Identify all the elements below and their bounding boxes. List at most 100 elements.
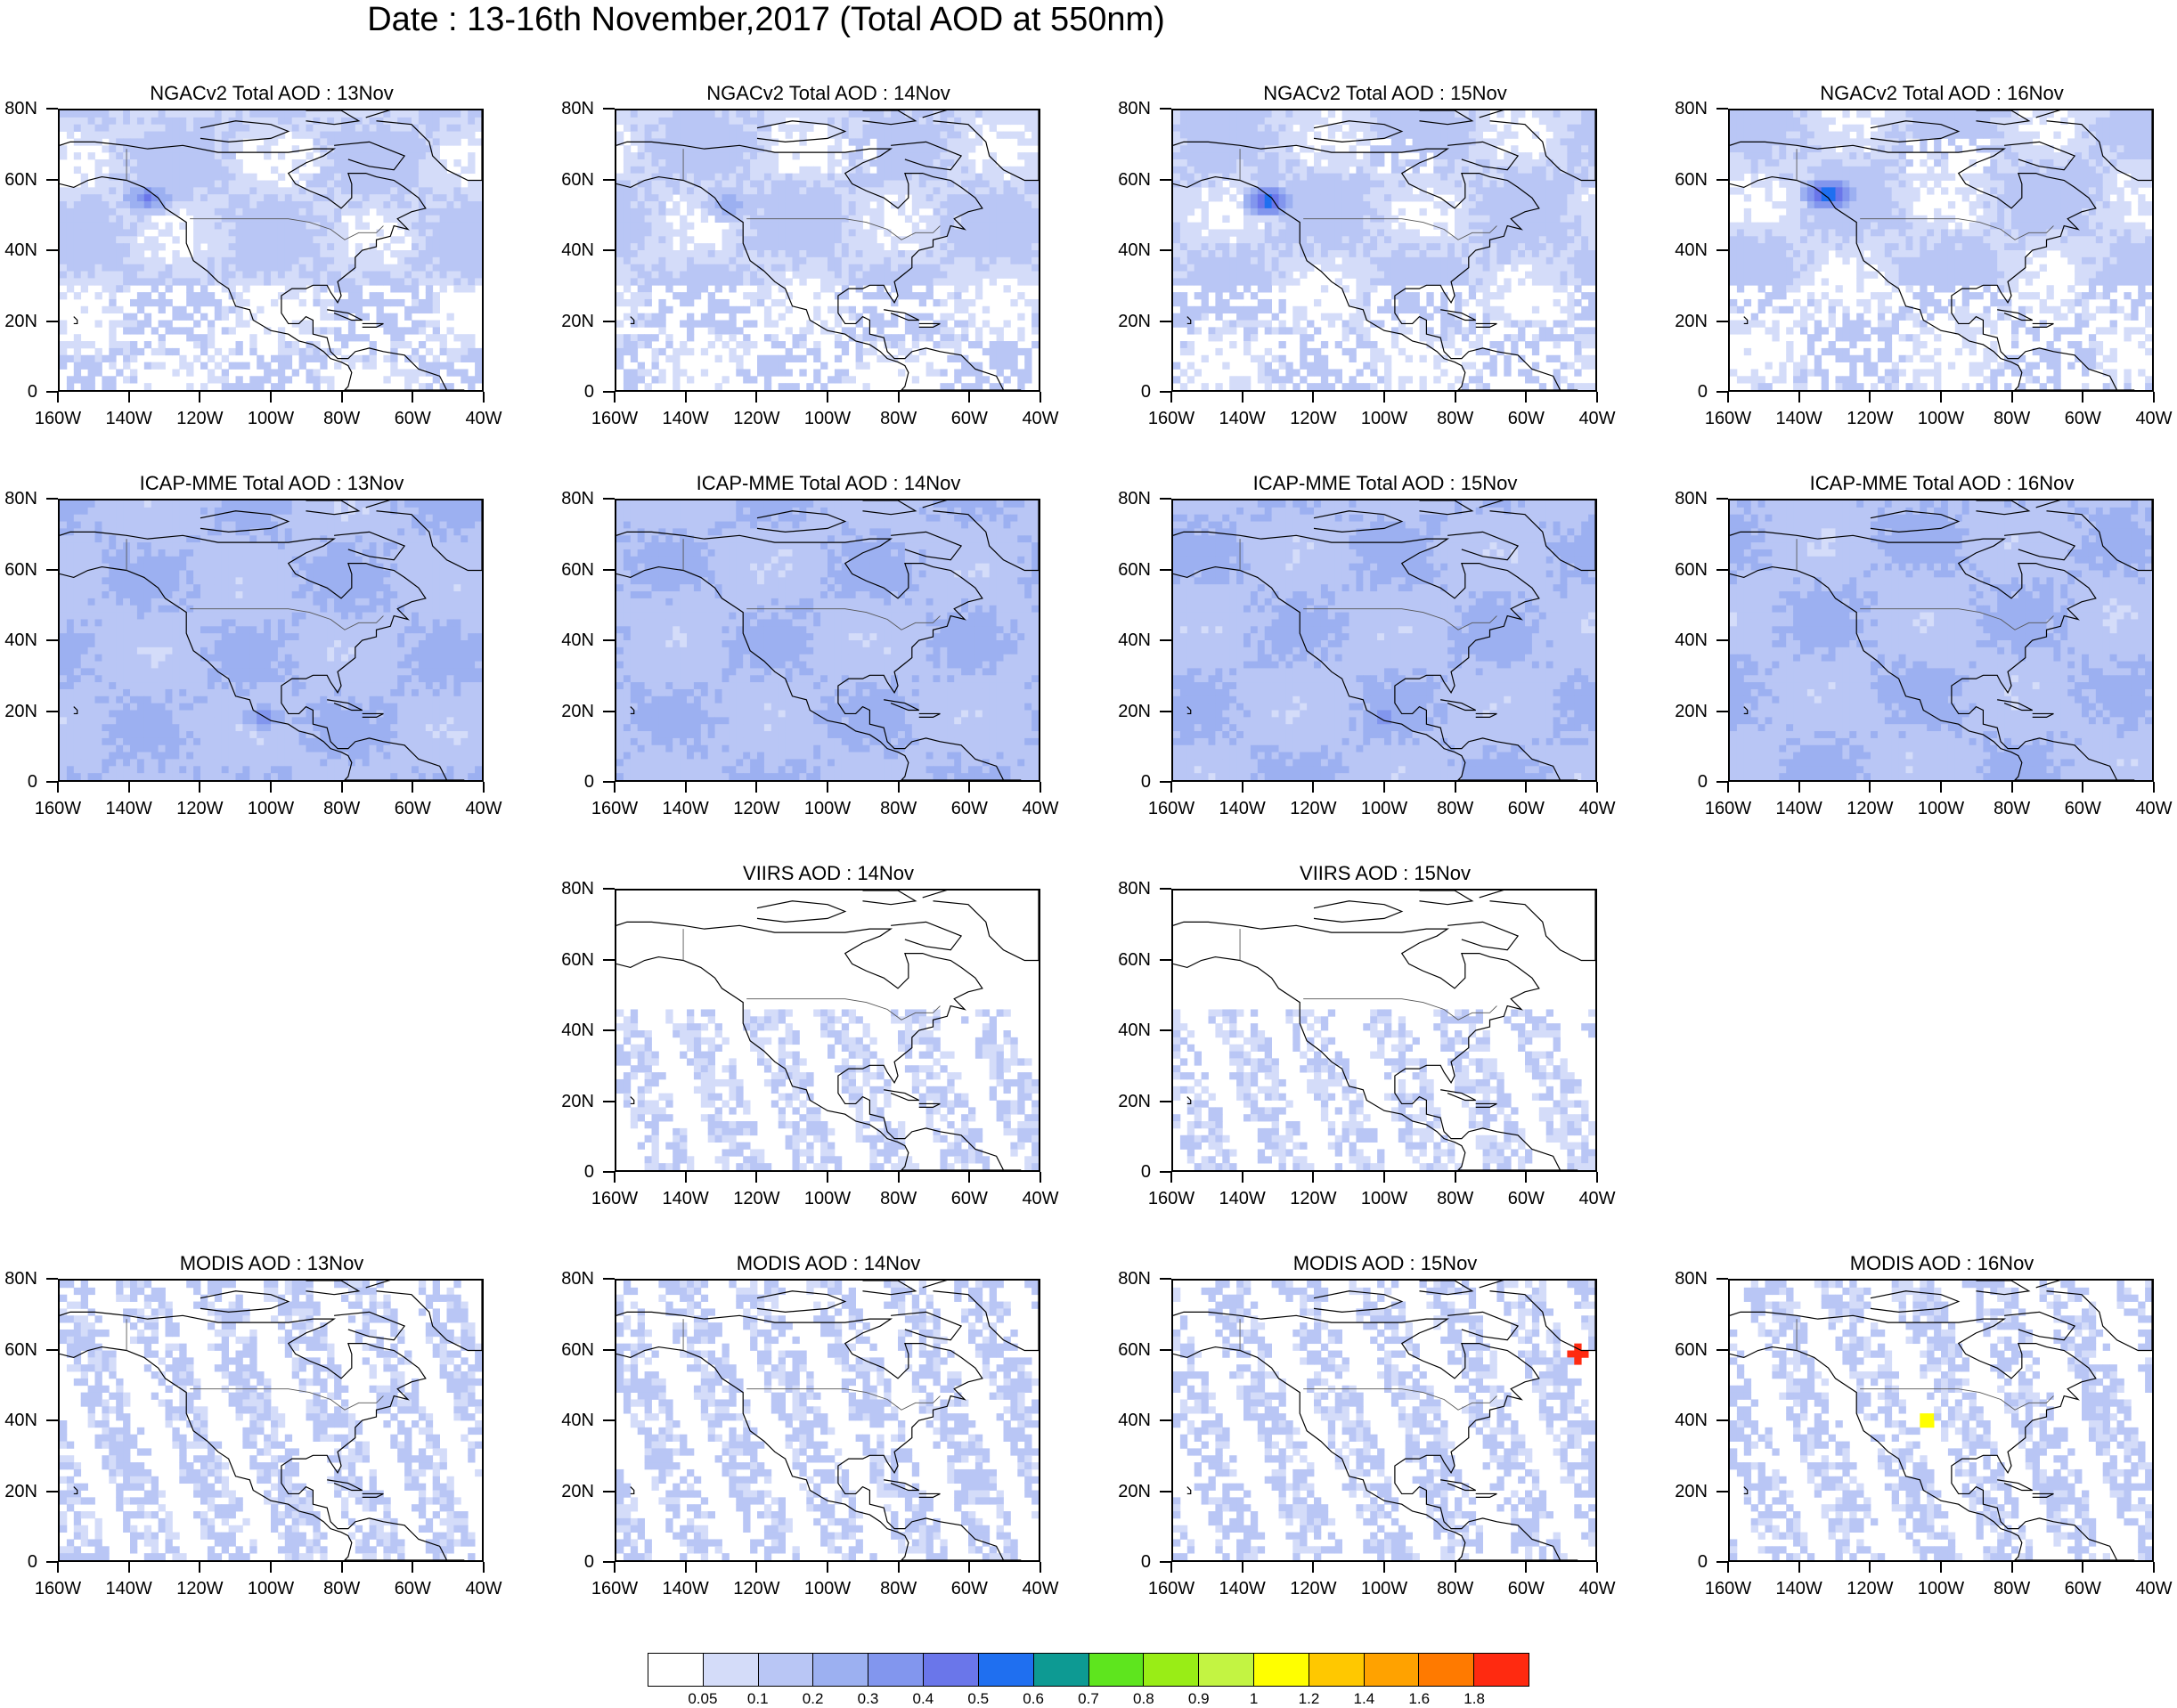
map-panel: ICAP-MME Total AOD : 15Nov 80N 60N 40N 20N 0 1… xyxy=(1113,470,1615,826)
lon-label: 80W xyxy=(1424,410,1487,427)
lon-tick xyxy=(684,1562,687,1573)
map-panel: NGACv2 Total AOD : 16Nov 80N 60N 40N 20N 0 160… xyxy=(1670,80,2172,436)
colorbar-swatch xyxy=(648,1654,704,1686)
lon-label: 160W xyxy=(1140,1190,1203,1208)
lat-label: 80N xyxy=(1113,1270,1151,1288)
colorbar-label: 0.4 xyxy=(901,1690,945,1708)
lat-tick xyxy=(1160,710,1171,712)
colorbar-labels: 0.05 0.1 0.2 0.3 0.4 0.5 0.6 0.7 0.8 0.9 1 1.2 1.4 1.… xyxy=(648,1690,1529,1708)
colorbar-swatch xyxy=(1419,1654,1475,1686)
lon-label: 120W xyxy=(168,410,231,427)
lon-tick xyxy=(199,392,201,403)
lon-tick xyxy=(2153,782,2155,793)
lon-tick xyxy=(755,782,758,793)
panel-title: NGACv2 Total AOD : 14Nov xyxy=(615,80,1042,107)
aod-raster xyxy=(616,891,1039,1170)
lon-label: 40W xyxy=(2123,800,2177,817)
lat-tick xyxy=(1160,249,1171,251)
lat-label: 0 xyxy=(1670,383,1708,401)
colorbar-swatch xyxy=(1088,1654,1145,1686)
lat-label: 40N xyxy=(0,1411,37,1429)
colorbar-label: 1 xyxy=(1232,1690,1276,1708)
lon-label: 100W xyxy=(1353,1580,1415,1598)
coastline xyxy=(60,110,482,390)
lat-label: 80N xyxy=(1113,880,1151,898)
lon-label: 80W xyxy=(1981,410,2043,427)
lat-label: 0 xyxy=(1670,773,1708,791)
lat-label: 40N xyxy=(1670,631,1708,649)
lat-tick xyxy=(1160,1100,1171,1102)
lon-tick xyxy=(1383,1172,1385,1183)
lon-tick xyxy=(2010,782,2013,793)
lat-label: 0 xyxy=(1670,1553,1708,1571)
lat-tick xyxy=(1160,568,1171,571)
lon-label: 40W xyxy=(1566,1580,1628,1598)
lon-label: 80W xyxy=(1981,800,2043,817)
lon-label: 60W xyxy=(381,800,444,817)
map-frame xyxy=(615,499,1040,782)
lon-tick xyxy=(1040,1172,1041,1183)
lon-label: 40W xyxy=(1566,800,1628,817)
coastline xyxy=(616,500,1039,780)
lon-label: 40W xyxy=(453,1580,515,1598)
lat-tick xyxy=(603,1029,615,1031)
lon-label: 60W xyxy=(2051,800,2114,817)
colorbar-swatch xyxy=(813,1654,869,1686)
lon-tick xyxy=(614,392,616,403)
lon-tick xyxy=(1727,1562,1729,1573)
lon-tick xyxy=(2082,1562,2084,1573)
lon-tick xyxy=(1312,392,1315,403)
coastline xyxy=(1173,110,1595,390)
lon-label: 120W xyxy=(725,410,787,427)
aod-raster xyxy=(1730,500,2152,780)
lon-tick xyxy=(684,782,687,793)
lat-label: 0 xyxy=(557,383,594,401)
lon-tick xyxy=(1454,1562,1456,1573)
coastline xyxy=(1173,891,1595,1170)
lon-label: 100W xyxy=(796,410,859,427)
lat-label: 40N xyxy=(0,631,37,649)
lon-label: 80W xyxy=(311,410,373,427)
lat-label: 40N xyxy=(1113,1411,1151,1429)
lon-label: 100W xyxy=(240,410,302,427)
lon-label: 140W xyxy=(98,800,160,817)
lat-label: 20N xyxy=(1670,703,1708,720)
lat-tick xyxy=(603,391,615,393)
lon-label: 80W xyxy=(1424,1190,1487,1208)
panel-title: MODIS AOD : 14Nov xyxy=(615,1250,1042,1277)
lat-tick xyxy=(1160,1278,1171,1280)
lon-tick xyxy=(1312,782,1315,793)
lon-tick xyxy=(412,392,414,403)
lon-label: 160W xyxy=(1697,410,1759,427)
lat-tick xyxy=(603,710,615,712)
lon-label: 120W xyxy=(1282,1190,1344,1208)
lon-tick xyxy=(1241,392,1243,403)
aod-raster xyxy=(1730,110,2152,390)
lon-tick xyxy=(1596,1172,1598,1183)
lat-tick xyxy=(46,1419,58,1421)
lon-label: 100W xyxy=(796,1190,859,1208)
panel-title: MODIS AOD : 16Nov xyxy=(1728,1250,2156,1277)
lon-label: 140W xyxy=(1211,1580,1274,1598)
lon-label: 60W xyxy=(938,410,1000,427)
lat-tick xyxy=(1160,888,1171,890)
map-panel: MODIS AOD : 14Nov 80N 60N 40N 20N 0 160W 140W 12… xyxy=(557,1250,1058,1606)
lon-label: 120W xyxy=(1839,1580,1901,1598)
lon-label: 60W xyxy=(2051,410,2114,427)
lon-tick xyxy=(684,392,687,403)
lat-label: 60N xyxy=(1113,1341,1151,1359)
colorbar-label: 0.6 xyxy=(1011,1690,1056,1708)
lon-label: 140W xyxy=(1211,1190,1274,1208)
lat-tick xyxy=(46,1490,58,1492)
lat-label: 20N xyxy=(557,1093,594,1110)
lon-label: 60W xyxy=(381,410,444,427)
lat-tick xyxy=(603,781,615,783)
lat-tick xyxy=(1716,1561,1728,1563)
lat-label: 60N xyxy=(0,561,37,579)
lon-label: 120W xyxy=(168,1580,231,1598)
lon-label: 160W xyxy=(1140,800,1203,817)
lat-label: 60N xyxy=(1113,561,1151,579)
lon-label: 160W xyxy=(583,800,646,817)
lon-tick xyxy=(1798,392,1800,403)
lat-label: 40N xyxy=(557,1021,594,1039)
